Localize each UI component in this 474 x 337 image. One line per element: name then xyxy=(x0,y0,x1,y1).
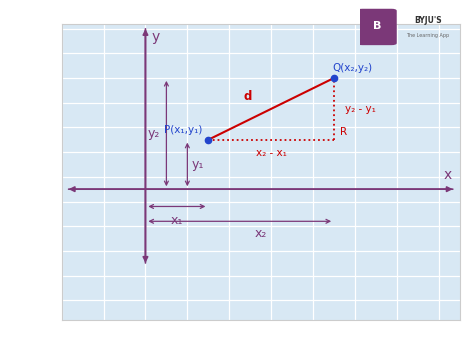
Text: R: R xyxy=(340,127,347,137)
Text: BYJU'S: BYJU'S xyxy=(414,17,442,25)
Text: d: d xyxy=(244,90,252,103)
Text: x₂ - x₁: x₂ - x₁ xyxy=(256,148,287,158)
Text: B: B xyxy=(373,21,381,31)
Text: y₂: y₂ xyxy=(148,127,160,140)
Text: x: x xyxy=(443,168,451,182)
Text: x₂: x₂ xyxy=(255,227,267,241)
Text: x₁: x₁ xyxy=(171,214,183,227)
Text: The Learning App: The Learning App xyxy=(407,33,449,37)
Text: y₁: y₁ xyxy=(191,158,204,171)
FancyBboxPatch shape xyxy=(357,9,397,45)
Text: Q(x₂,y₂): Q(x₂,y₂) xyxy=(332,63,372,72)
Text: y₂ - y₁: y₂ - y₁ xyxy=(345,104,375,114)
Text: y: y xyxy=(152,30,160,44)
Text: P(x₁,y₁): P(x₁,y₁) xyxy=(164,125,202,135)
